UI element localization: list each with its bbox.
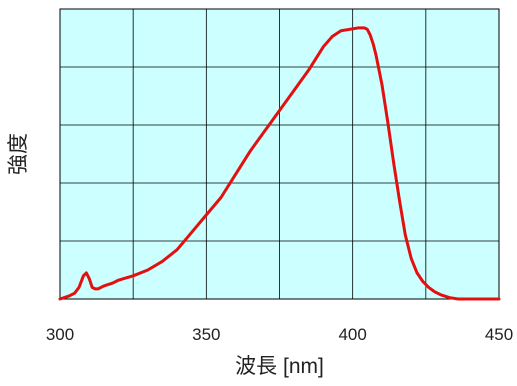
- x-tick-label: 450: [485, 325, 513, 344]
- grid: [60, 9, 499, 299]
- x-axis-label: 波長 [nm]: [235, 355, 324, 378]
- plot-frame: [59, 8, 500, 300]
- x-tick-label: 400: [338, 325, 366, 344]
- series-line: [58, 26, 501, 301]
- x-tick-label: 300: [46, 325, 74, 344]
- y-axis-label: 強度: [7, 133, 30, 175]
- x-tick-labels: 300 350 400 450: [46, 325, 513, 344]
- x-tick-label: 350: [192, 325, 220, 344]
